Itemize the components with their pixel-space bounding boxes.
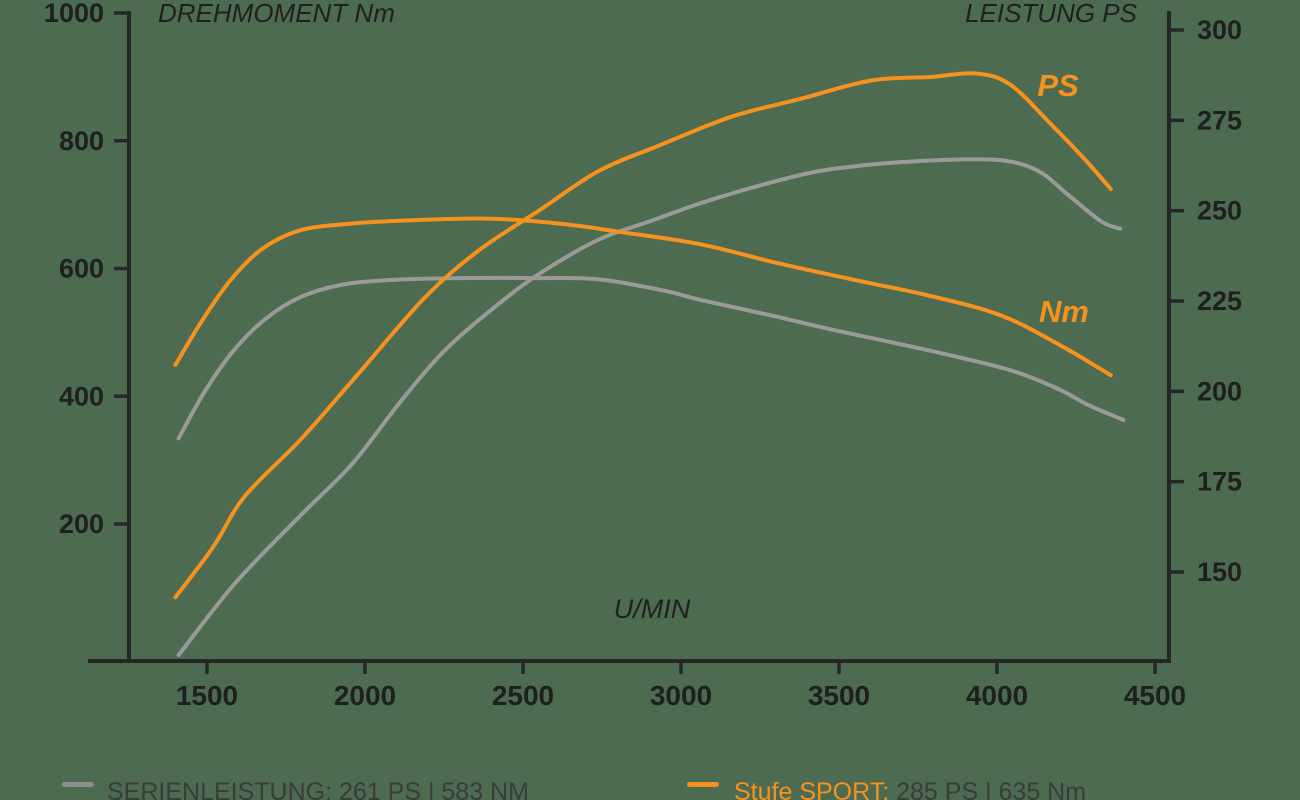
right-axis-tick-label: 200 — [1197, 376, 1242, 406]
x-axis-tick-label: 3500 — [808, 680, 870, 711]
left-axis-title: DREHMOMENT Nm — [158, 0, 395, 28]
x-axis-title: U/MIN — [613, 594, 691, 624]
stock-legend-swatch — [62, 782, 94, 787]
left-axis-tick-label: 800 — [59, 126, 104, 156]
x-axis-tick-label: 4500 — [1124, 680, 1186, 711]
curve-stock-nm — [176, 275, 1126, 441]
right-axis-tick-label: 250 — [1197, 196, 1242, 226]
left-axis-tick-label: 400 — [59, 381, 104, 411]
ps-curve-label: PS — [1037, 68, 1079, 103]
x-axis-tick-label: 2000 — [334, 680, 396, 711]
right-axis-tick-label: 150 — [1197, 557, 1242, 587]
stock-legend-label: SERIENLEISTUNG: 261 PS | 583 NM — [107, 778, 529, 800]
tuned-legend-label: Stufe SPORT: 285 PS | 635 Nm — [734, 778, 1086, 800]
right-axis-tick-label: 225 — [1197, 286, 1242, 316]
x-axis-tick-label: 1500 — [176, 680, 238, 711]
x-axis-tick-label: 2500 — [492, 680, 554, 711]
nm-curve-label: Nm — [1039, 294, 1089, 329]
tuned-legend-swatch — [687, 782, 719, 787]
right-axis-tick-label: 275 — [1197, 105, 1242, 135]
right-axis-title: LEISTUNG PS — [965, 0, 1137, 28]
curve-stock-ps — [176, 157, 1123, 658]
left-axis-tick-label: 600 — [59, 254, 104, 284]
tuned-legend-value: 285 PS | 635 Nm — [896, 778, 1087, 800]
x-axis-tick-label: 3000 — [650, 680, 712, 711]
right-axis-tick-label: 175 — [1197, 467, 1242, 497]
left-axis-tick-label: 1000 — [44, 0, 104, 28]
right-axis-tick-label: 300 — [1197, 15, 1242, 45]
tuned-legend-prefix: Stufe SPORT: — [734, 778, 890, 800]
left-axis-tick-label: 200 — [59, 509, 104, 539]
x-axis-tick-label: 4000 — [966, 680, 1028, 711]
curve-tuned-ps — [173, 71, 1113, 600]
curve-tuned-nm — [173, 216, 1113, 378]
